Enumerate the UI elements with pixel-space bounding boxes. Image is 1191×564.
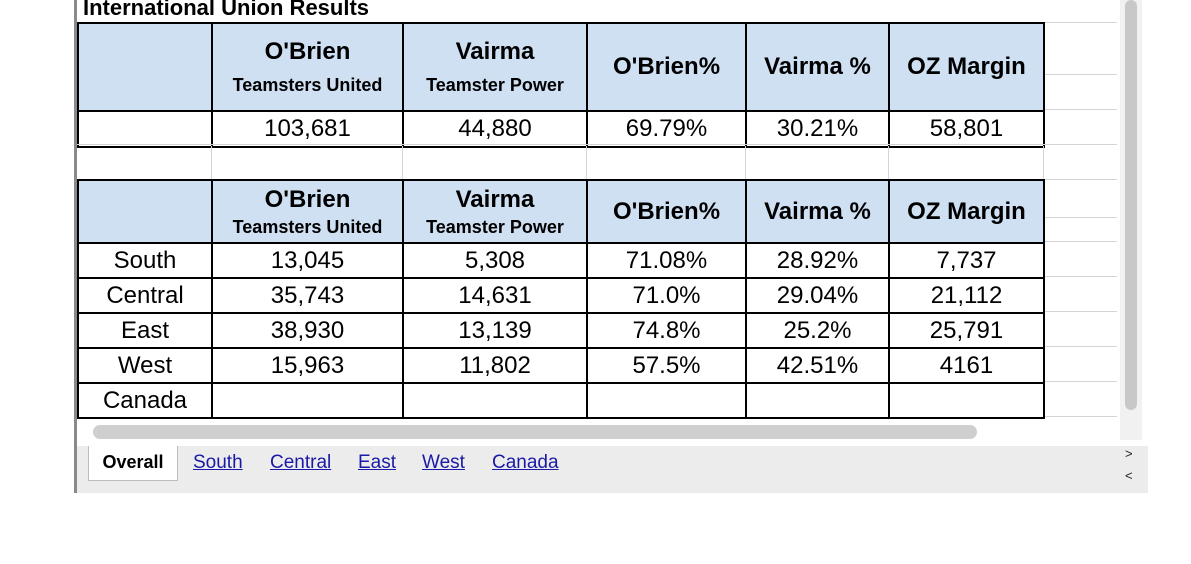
cell-region[interactable]: East — [77, 312, 213, 349]
table-row: Central 35,743 14,631 71.0% 29.04% 21,11… — [77, 277, 1045, 314]
cell-region[interactable]: Canada — [77, 382, 213, 419]
gridline — [1045, 311, 1117, 312]
header-cell-vairma-pct[interactable]: Vairma % — [745, 179, 890, 244]
regional-header-row: O'Brien Teamsters United Vairma Teamster… — [77, 179, 1045, 244]
header-cell-vairma[interactable]: Vairma Teamster Power — [402, 22, 588, 112]
gridline — [888, 146, 889, 180]
party-name: Teamsters United — [232, 216, 383, 237]
cell-region[interactable]: Central — [77, 277, 213, 314]
tab-east[interactable]: East — [358, 452, 397, 473]
header-cell-empty[interactable] — [77, 179, 213, 244]
party-name: Teamsters United — [232, 75, 383, 95]
header-cell-vairma-pct[interactable]: Vairma % — [745, 22, 890, 112]
cell-vairma-pct[interactable]: 30.21% — [745, 110, 890, 148]
header-cell-obrien-pct[interactable]: O'Brien% — [586, 179, 747, 244]
cell-vairma-pct[interactable]: 28.92% — [745, 242, 890, 279]
table-row: West 15,963 11,802 57.5% 42.51% 4161 — [77, 347, 1045, 384]
cell-margin[interactable]: 25,791 — [888, 312, 1045, 349]
overall-header-row: O'Brien Teamsters United Vairma Teamster… — [77, 22, 1045, 112]
cell-obrien-pct[interactable]: 74.8% — [586, 312, 747, 349]
cell-obrien-votes[interactable]: 103,681 — [211, 110, 404, 148]
candidate-name: Vairma — [455, 38, 535, 65]
gridline — [77, 144, 1117, 145]
header-cell-obrien[interactable]: O'Brien Teamsters United — [211, 179, 404, 244]
cell-obrien-pct[interactable]: 69.79% — [586, 110, 747, 148]
gridline — [1045, 74, 1117, 75]
overall-results-table: O'Brien Teamsters United Vairma Teamster… — [77, 22, 1045, 148]
cell-obrien-votes[interactable]: 13,045 — [211, 242, 404, 279]
cell-obrien-pct[interactable]: 57.5% — [586, 347, 747, 384]
cell-vairma-votes[interactable]: 44,880 — [402, 110, 588, 148]
gridline — [1043, 146, 1044, 180]
cell-vairma-pct[interactable]: 42.51% — [745, 347, 890, 384]
cell-vairma-votes[interactable] — [402, 382, 588, 419]
gridline — [1045, 241, 1117, 242]
header-cell-obrien[interactable]: O'Brien Teamsters United — [211, 22, 404, 112]
cell-margin[interactable]: 7,737 — [888, 242, 1045, 279]
cell-region[interactable]: West — [77, 347, 213, 384]
tab-central[interactable]: Central — [270, 452, 332, 473]
gridline — [1045, 416, 1117, 417]
table-row: South 13,045 5,308 71.08% 28.92% 7,737 — [77, 242, 1045, 279]
gridline — [1045, 217, 1117, 218]
vertical-scrollbar-thumb[interactable] — [1125, 0, 1137, 410]
cell-obrien-votes[interactable]: 15,963 — [211, 347, 404, 384]
cell-obrien-votes[interactable] — [211, 382, 404, 419]
horizontal-scrollbar-thumb[interactable] — [93, 425, 977, 439]
cell-vairma-pct[interactable]: 29.04% — [745, 277, 890, 314]
cell-vairma-pct[interactable]: 25.2% — [745, 312, 890, 349]
tab-west[interactable]: West — [422, 452, 465, 473]
sheet-tab-bar: Overall South Central East West Canada >… — [77, 446, 1148, 493]
cell-label[interactable] — [77, 110, 213, 148]
cell-obrien-votes[interactable]: 35,743 — [211, 277, 404, 314]
cell-vairma-votes[interactable]: 11,802 — [402, 347, 588, 384]
gridline — [586, 146, 587, 180]
tab-canada[interactable]: Canada — [492, 452, 559, 473]
next-sheet-arrow-icon[interactable]: > — [1125, 446, 1133, 461]
gridline — [1045, 22, 1117, 23]
gridline — [1045, 179, 1117, 180]
cell-vairma-votes[interactable]: 14,631 — [402, 277, 588, 314]
table-row: Canada — [77, 382, 1045, 419]
gridline — [745, 146, 746, 180]
candidate-name: Vairma — [455, 185, 535, 213]
gridline — [1045, 109, 1117, 110]
candidate-name: O'Brien — [264, 38, 351, 65]
cell-obrien-pct[interactable] — [586, 382, 747, 419]
cell-obrien-pct[interactable]: 71.08% — [586, 242, 747, 279]
overall-totals-row: 103,681 44,880 69.79% 30.21% 58,801 — [77, 110, 1045, 148]
cell-margin[interactable]: 58,801 — [888, 110, 1045, 148]
cell-margin[interactable] — [888, 382, 1045, 419]
regional-results-table: O'Brien Teamsters United Vairma Teamster… — [77, 179, 1045, 419]
candidate-name: O'Brien — [264, 185, 351, 213]
header-cell-vairma[interactable]: Vairma Teamster Power — [402, 179, 588, 244]
cell-obrien-pct[interactable]: 71.0% — [586, 277, 747, 314]
gridline — [1045, 381, 1117, 382]
header-cell-margin[interactable]: OZ Margin — [888, 22, 1045, 112]
party-name: Teamster Power — [426, 216, 564, 237]
cell-margin[interactable]: 21,112 — [888, 277, 1045, 314]
table-row: East 38,930 13,139 74.8% 25.2% 25,791 — [77, 312, 1045, 349]
party-name: Teamster Power — [426, 75, 564, 95]
sheet-title: International Union Results — [83, 0, 370, 20]
gridline — [402, 146, 403, 180]
header-cell-margin[interactable]: OZ Margin — [888, 179, 1045, 244]
tab-overall[interactable]: Overall — [88, 446, 178, 481]
gridline — [1045, 276, 1117, 277]
cell-vairma-pct[interactable] — [745, 382, 890, 419]
spreadsheet: International Union Results O'Brien Team… — [74, 0, 1148, 493]
cell-obrien-votes[interactable]: 38,930 — [211, 312, 404, 349]
gridline — [1045, 346, 1117, 347]
cell-margin[interactable]: 4161 — [888, 347, 1045, 384]
prev-sheet-arrow-icon[interactable]: < — [1125, 468, 1133, 483]
header-cell-obrien-pct[interactable]: O'Brien% — [586, 22, 747, 112]
cell-vairma-votes[interactable]: 13,139 — [402, 312, 588, 349]
header-cell-empty[interactable] — [77, 22, 213, 112]
gridline — [211, 146, 212, 180]
cell-region[interactable]: South — [77, 242, 213, 279]
cell-vairma-votes[interactable]: 5,308 — [402, 242, 588, 279]
tab-south[interactable]: South — [193, 452, 243, 473]
